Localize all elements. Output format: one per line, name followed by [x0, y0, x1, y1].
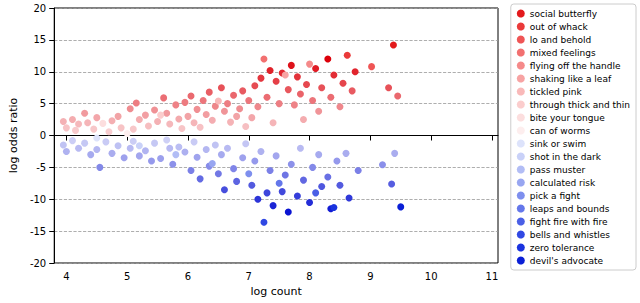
- svg-text:tickled pink: tickled pink: [530, 87, 583, 97]
- svg-text:11: 11: [486, 271, 499, 282]
- svg-text:can of worms: can of worms: [530, 126, 591, 136]
- svg-text:mixed feelings: mixed feelings: [530, 48, 596, 58]
- svg-text:-5: -5: [36, 162, 46, 173]
- svg-text:social butterfly: social butterfly: [530, 9, 598, 19]
- svg-text:10: 10: [33, 66, 46, 77]
- svg-text:9: 9: [367, 271, 373, 282]
- svg-text:bells and whistles: bells and whistles: [530, 230, 610, 240]
- svg-text:sink or swim: sink or swim: [530, 139, 586, 149]
- svg-text:5: 5: [124, 271, 130, 282]
- svg-text:log odds ratio: log odds ratio: [7, 97, 20, 173]
- svg-text:out of whack: out of whack: [530, 22, 589, 32]
- svg-text:shaking like a leaf: shaking like a leaf: [530, 74, 612, 84]
- svg-text:flying off the handle: flying off the handle: [530, 61, 621, 71]
- svg-text:shot in the dark: shot in the dark: [530, 152, 602, 162]
- svg-text:-20: -20: [30, 258, 46, 269]
- svg-text:pass muster: pass muster: [530, 165, 586, 175]
- svg-text:0: 0: [40, 130, 46, 141]
- svg-text:bite your tongue: bite your tongue: [530, 113, 605, 123]
- svg-text:lo and behold: lo and behold: [530, 35, 591, 45]
- svg-text:fight fire with fire: fight fire with fire: [530, 217, 608, 227]
- svg-text:8: 8: [306, 271, 312, 282]
- svg-text:calculated risk: calculated risk: [530, 178, 596, 188]
- svg-text:15: 15: [33, 34, 46, 45]
- svg-text:through thick and thin: through thick and thin: [530, 100, 630, 110]
- svg-text:-15: -15: [30, 226, 46, 237]
- svg-text:zero tolerance: zero tolerance: [530, 243, 595, 253]
- svg-text:-10: -10: [30, 194, 46, 205]
- svg-text:7: 7: [246, 271, 252, 282]
- svg-text:10: 10: [425, 271, 438, 282]
- svg-text:log count: log count: [250, 285, 302, 298]
- svg-text:leaps and bounds: leaps and bounds: [530, 204, 610, 214]
- svg-text:4: 4: [63, 271, 69, 282]
- svg-text:20: 20: [33, 3, 46, 14]
- svg-text:devil's advocate: devil's advocate: [530, 256, 604, 266]
- svg-text:6: 6: [185, 271, 191, 282]
- svg-text:5: 5: [40, 98, 46, 109]
- svg-text:pick a fight: pick a fight: [530, 191, 581, 201]
